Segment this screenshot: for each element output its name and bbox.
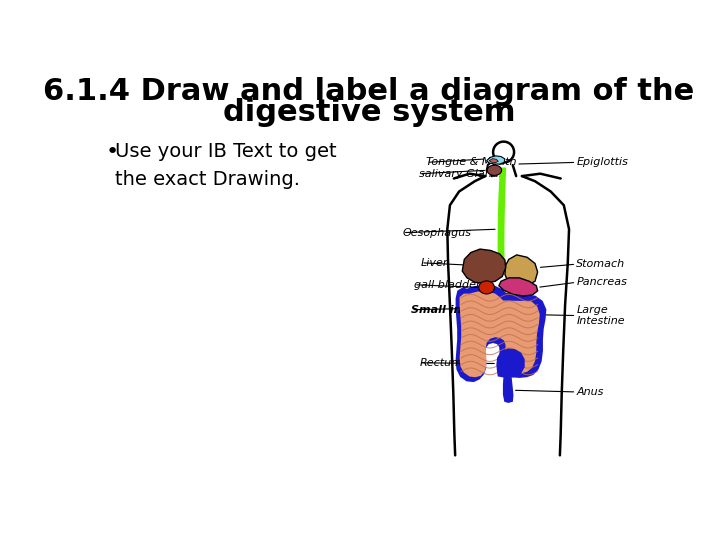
Text: Large
Intestine: Large Intestine — [577, 305, 625, 326]
Polygon shape — [497, 349, 524, 377]
Text: salivary Glands: salivary Glands — [419, 168, 505, 179]
Text: Small intestine: Small intestine — [411, 305, 506, 315]
Text: gall bladder: gall bladder — [414, 280, 481, 289]
Polygon shape — [503, 377, 513, 402]
Text: Pancreas: Pancreas — [577, 278, 627, 287]
Polygon shape — [462, 249, 505, 284]
Text: Anus: Anus — [577, 387, 604, 397]
Text: Stomach: Stomach — [577, 259, 626, 269]
Text: Tongue & Mouth: Tongue & Mouth — [426, 157, 517, 167]
Text: 6.1.4 Draw and label a diagram of the: 6.1.4 Draw and label a diagram of the — [43, 77, 695, 106]
Ellipse shape — [479, 281, 495, 294]
Polygon shape — [487, 156, 505, 164]
Text: Epiglottis: Epiglottis — [577, 157, 629, 167]
Polygon shape — [505, 255, 538, 287]
Text: Rectum: Rectum — [419, 358, 462, 368]
Polygon shape — [498, 167, 506, 267]
Text: •: • — [106, 142, 119, 162]
Polygon shape — [459, 292, 540, 377]
Polygon shape — [457, 287, 545, 381]
Text: Liver: Liver — [421, 258, 449, 268]
Text: Use your IB Text to get
the exact Drawing.: Use your IB Text to get the exact Drawin… — [115, 142, 336, 189]
Text: digestive system: digestive system — [222, 98, 516, 127]
Polygon shape — [499, 278, 538, 296]
Polygon shape — [489, 159, 498, 163]
Ellipse shape — [487, 165, 502, 176]
Text: Oesophagus: Oesophagus — [402, 228, 472, 238]
